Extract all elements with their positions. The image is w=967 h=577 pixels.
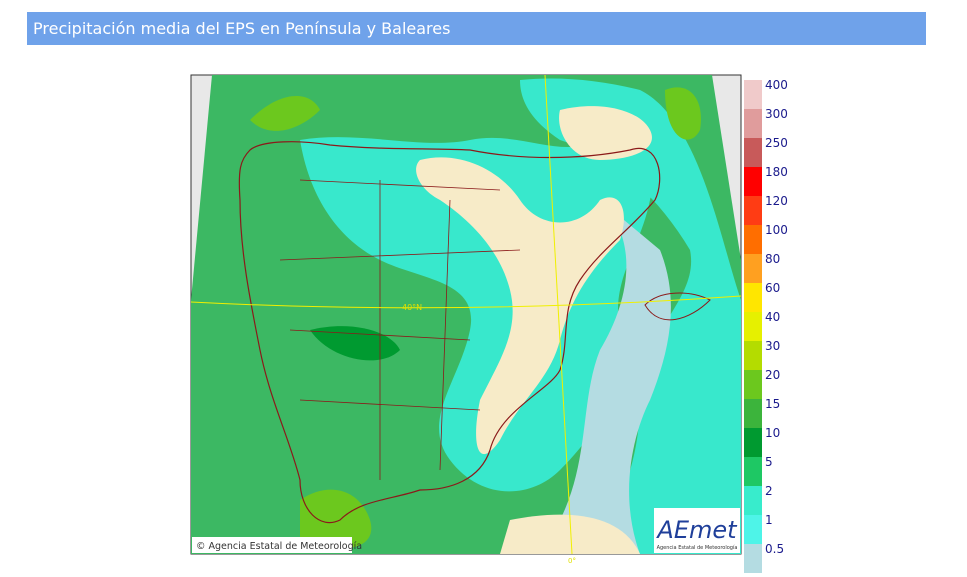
precip-area: [520, 78, 741, 554]
legend-label: 250: [765, 136, 788, 150]
credit: © Agencia Estatal de Meteorología: [196, 541, 362, 552]
legend-swatch: [744, 428, 762, 457]
legend-swatch: [744, 457, 762, 486]
latitude-label: 40°N: [402, 303, 422, 312]
map: 40°N 0° © Agencia Estatal de Meteorologí…: [190, 74, 742, 565]
logo: AEmet: [655, 516, 738, 544]
legend-swatch: [744, 196, 762, 225]
legend-swatch: [744, 515, 762, 544]
legend-swatch: [744, 138, 762, 167]
precip-area: [560, 200, 671, 554]
legend-swatch: [744, 370, 762, 399]
legend-label: 60: [765, 281, 780, 295]
legend-label: 40: [765, 310, 780, 324]
legend-label: 20: [765, 368, 780, 382]
longitude-label: 0°: [568, 557, 576, 565]
legend-label: 80: [765, 252, 780, 266]
precip-area: [300, 489, 372, 549]
latitude-line: [190, 295, 742, 309]
legend-label: 10: [765, 426, 780, 440]
legend-label: 120: [765, 194, 788, 208]
legend-label: 400: [765, 78, 788, 92]
longitude-line: [544, 74, 573, 555]
logo-box: [654, 508, 740, 553]
logo-subtitle: Agencia Estatal de Meteorología: [657, 544, 738, 551]
precip-area: [500, 514, 640, 554]
legend-swatch: [744, 167, 762, 196]
legend-swatch: [744, 341, 762, 370]
precip-area: [559, 106, 652, 160]
legend-label: 5: [765, 455, 773, 469]
legend-label: 100: [765, 223, 788, 237]
legend-swatch: [744, 80, 762, 109]
legend-swatch: [744, 312, 762, 341]
precip-area: [416, 157, 624, 455]
coastline: [238, 141, 661, 524]
legend-swatch: [744, 544, 762, 573]
precip-area: [665, 87, 701, 140]
credit-box: [192, 537, 352, 553]
legend-label: 180: [765, 165, 788, 179]
legend-swatch: [744, 254, 762, 283]
islands: [644, 292, 711, 321]
legend-swatch: [744, 225, 762, 254]
legend-swatch: [744, 399, 762, 428]
header-title: Precipitación media del EPS en Península…: [27, 12, 926, 45]
legend-swatch: [744, 486, 762, 515]
precip-area: [250, 96, 320, 131]
legend: 400 300 250 180 120 100 80 60 40 30 20 15 10 5 2 1 0.5: [744, 78, 788, 573]
borders: [279, 179, 521, 480]
legend-label: 300: [765, 107, 788, 121]
legend-swatch: [744, 109, 762, 138]
legend-label: 2: [765, 484, 773, 498]
legend-label: 30: [765, 339, 780, 353]
legend-label: 15: [765, 397, 780, 411]
legend-swatch: [744, 283, 762, 312]
legend-label: 0.5: [765, 542, 784, 556]
legend-label: 1: [765, 513, 773, 527]
